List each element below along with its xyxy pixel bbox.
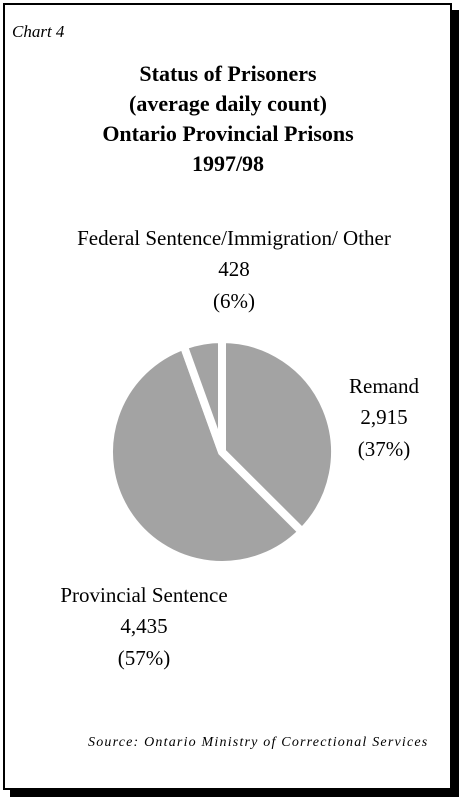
value-label: 428 — [218, 257, 250, 281]
slice-label: Federal Sentence/Immigration/ Other — [77, 226, 391, 250]
chart-title: (average daily count) — [129, 91, 327, 116]
chart-title: Status of Prisoners — [139, 61, 317, 86]
pie-slice — [178, 334, 226, 454]
percent-label: (6%) — [213, 289, 255, 313]
slice-label: Remand — [349, 374, 419, 398]
chart-label: Chart 4 — [12, 22, 65, 41]
percent-label: (57%) — [118, 646, 170, 670]
value-label: 4,435 — [120, 614, 167, 638]
slice-label: Provincial Sentence — [60, 583, 227, 607]
pie-slice — [218, 334, 339, 538]
pie-slice — [105, 340, 308, 569]
chart-title: 1997/98 — [192, 151, 264, 176]
percent-label: (37%) — [358, 437, 410, 461]
value-label: 2,915 — [360, 405, 407, 429]
chart-title: Ontario Provincial Prisons — [102, 121, 354, 146]
source-note: Source: Ontario Ministry of Correctional… — [88, 735, 429, 750]
